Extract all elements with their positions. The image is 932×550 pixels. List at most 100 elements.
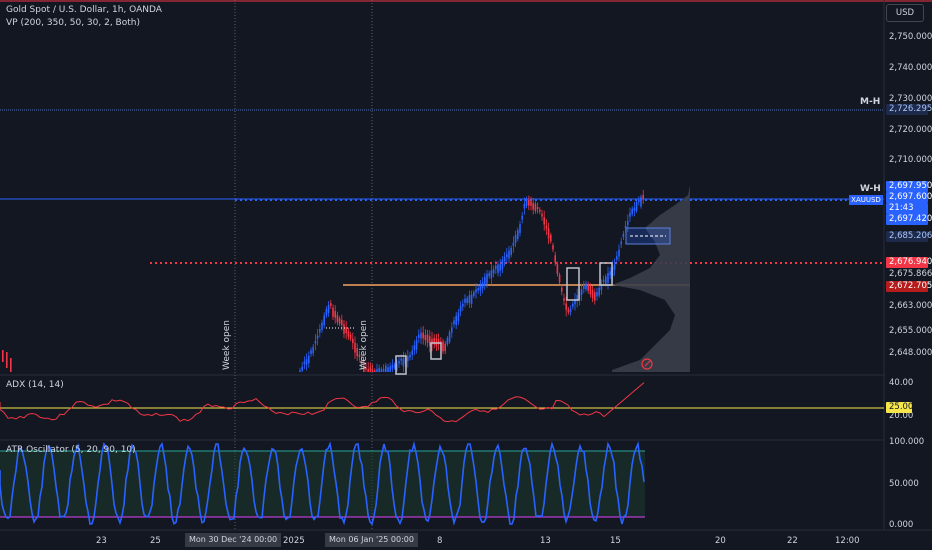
candle-body (321, 322, 323, 330)
currency-button[interactable]: USD (886, 4, 924, 22)
candle-body (301, 366, 303, 371)
candle-body (543, 217, 545, 225)
candle-body (561, 287, 563, 292)
candle-body (508, 250, 510, 259)
candle-body (556, 264, 559, 274)
candle-body (492, 269, 495, 274)
candle-body (552, 245, 554, 250)
indicator-label-vp[interactable]: VP (200, 350, 50, 30, 2, Both) (6, 18, 140, 28)
price-tag-monthly-high: 2,726.295 (886, 104, 932, 115)
candle-body (343, 324, 345, 334)
candle-body (354, 342, 356, 353)
candle-body (2, 350, 4, 362)
price-tag-bid: 2,697.420 (886, 214, 932, 225)
alert-icon[interactable] (641, 358, 653, 370)
candle-body (481, 282, 484, 289)
candle-body (376, 369, 378, 372)
adx-indicator-label[interactable]: ADX (14, 14) (6, 380, 64, 390)
candle-body (387, 367, 389, 372)
time-axis-label: 8 (437, 536, 443, 546)
candle-body (451, 327, 453, 333)
candle-body (554, 255, 556, 263)
candle-body (624, 225, 627, 228)
candle-body (477, 288, 479, 291)
candle-body (349, 334, 352, 339)
price-axis-label: 2,730.000 (889, 94, 932, 104)
candle-body (444, 343, 446, 352)
candle-body (541, 213, 543, 217)
candle-body (413, 345, 416, 351)
candle-body (356, 348, 358, 357)
zone-box-2[interactable] (566, 267, 580, 301)
candle-body (338, 318, 341, 324)
price-tag-countdown: 21:43 (886, 203, 928, 214)
candle-body (360, 360, 363, 364)
weekly-high-label: W-H (860, 184, 881, 194)
price-tag-zone: 2,685.206 (886, 231, 932, 242)
candle-body (6, 352, 8, 368)
candle-body (473, 292, 475, 296)
candle-body (479, 285, 482, 291)
candle-body (594, 292, 596, 301)
candle-body (345, 327, 347, 334)
candle-body (525, 198, 528, 206)
candle-body (627, 221, 629, 226)
candle-body (574, 299, 576, 305)
price-axis-label: 2,655.000 (889, 326, 932, 336)
atr-axis-label: 50.000 (889, 479, 919, 489)
candle-body (420, 332, 422, 339)
candle-body (429, 336, 431, 347)
candle-body (512, 242, 515, 246)
candle-body (521, 215, 523, 220)
candle-body (629, 212, 631, 217)
atr-indicator-label[interactable]: ATR Oscillator (5, 20, 90, 10) (6, 445, 136, 455)
price-tag-mid: 2,675.866 (886, 269, 932, 280)
candle-body (299, 370, 301, 372)
candle-body (558, 274, 561, 283)
time-axis-label: 22 (787, 536, 798, 546)
time-axis-label: 15 (610, 536, 621, 546)
price-axis-label: 2,740.000 (889, 63, 932, 73)
chart-title: Gold Spot / U.S. Dollar, 1h, OANDA (6, 5, 162, 15)
candle-body (396, 363, 398, 371)
price-axis-label: 2,710.000 (889, 155, 932, 165)
time-axis-cursor-box: Mon 30 Dec '24 00:00 (185, 533, 282, 547)
candle-body (424, 334, 427, 341)
candle-body (367, 368, 369, 372)
symbol-tag: XAUUSD (849, 195, 883, 205)
price-tag-resistance: 2,676.940 (886, 257, 932, 268)
candle-body (310, 350, 312, 355)
candle-body (506, 254, 508, 258)
candle-body (539, 209, 541, 212)
candle-body (316, 335, 319, 339)
candle-body (565, 303, 567, 310)
candle-body (545, 225, 548, 229)
candle-body (418, 334, 420, 338)
time-axis-cursor-box: Mon 06 Jan '25 00:00 (325, 533, 418, 547)
candle-body (536, 206, 539, 209)
candle-body (347, 331, 350, 337)
candle-body (389, 366, 391, 372)
candle-body (514, 234, 517, 243)
candle-body (600, 284, 603, 291)
candle-body (402, 358, 405, 367)
zone-box-5[interactable] (395, 355, 407, 375)
candle-body (334, 310, 336, 318)
candle-body (448, 331, 451, 342)
candle-body (398, 360, 400, 364)
candle-body (312, 346, 314, 354)
candle-body (305, 359, 308, 365)
candle-body (303, 361, 306, 365)
price-axis-label: 2,663.000 (889, 301, 932, 311)
zone-box-3[interactable] (599, 262, 613, 286)
candle-body (391, 365, 394, 369)
candle-body (371, 370, 374, 372)
candle-body (462, 303, 464, 307)
candle-body (336, 314, 339, 323)
candle-body (497, 264, 499, 273)
candle-body (616, 256, 618, 260)
candle-body (426, 334, 429, 343)
zone-box-4[interactable] (430, 342, 442, 360)
